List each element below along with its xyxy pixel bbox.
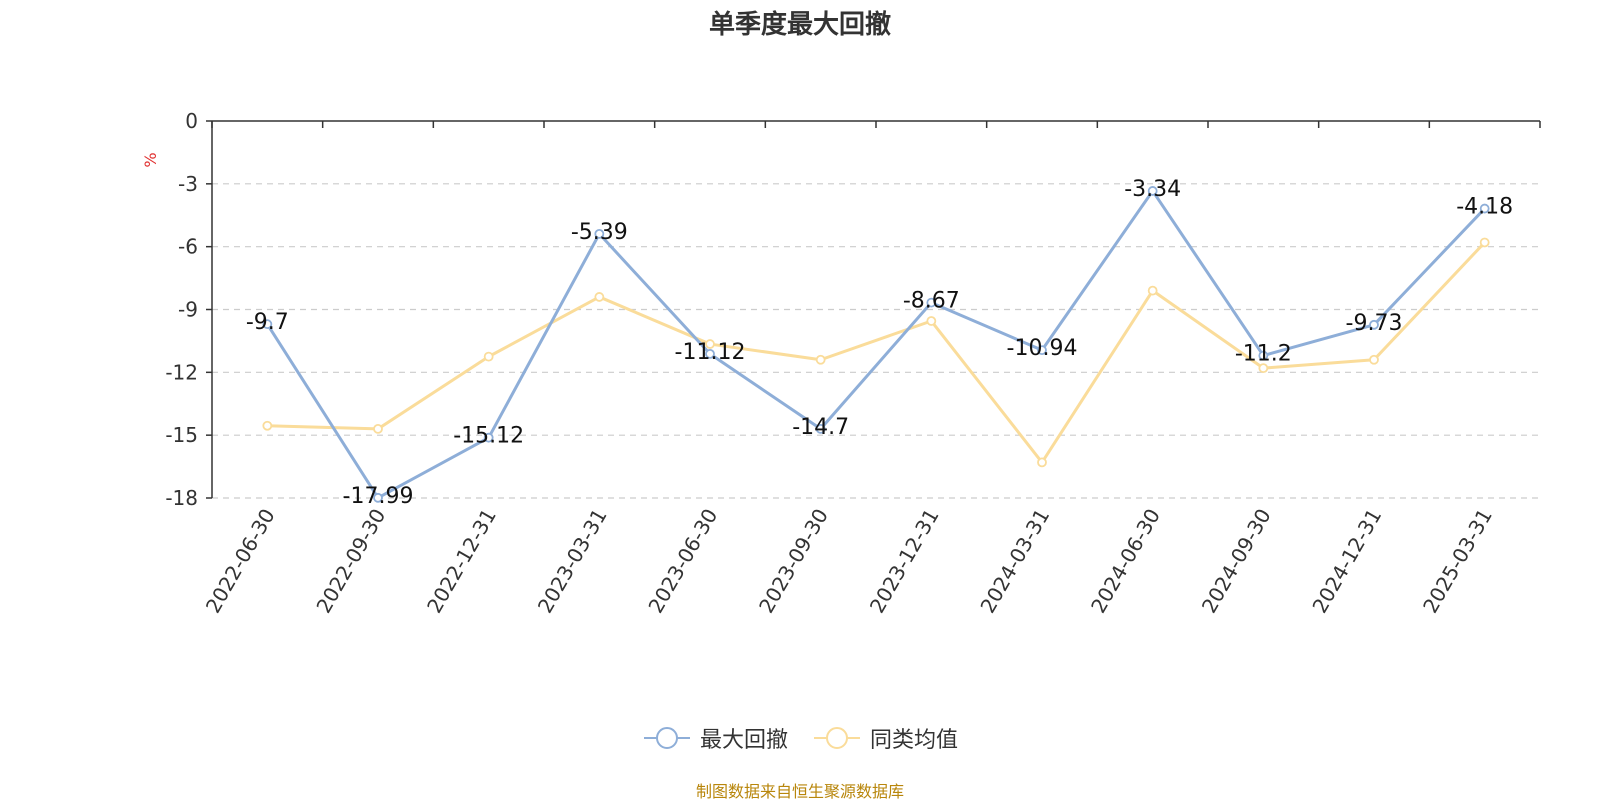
data-point — [705, 349, 715, 359]
legend-swatch — [814, 727, 860, 749]
source-note: 制图数据来自恒生聚源数据库 — [695, 782, 904, 801]
grid-lines — [212, 183, 1540, 499]
data-point — [1147, 186, 1158, 196]
y-tick-label: -6 — [178, 235, 198, 259]
data-point — [1258, 363, 1269, 374]
data-point — [483, 432, 494, 443]
y-axis-unit: % — [141, 152, 160, 167]
x-tick-label: 2023-06-30 — [643, 505, 722, 618]
x-tick-label: 2023-03-31 — [533, 505, 612, 618]
data-label: -5.39 — [571, 220, 628, 245]
data-label: -8.67 — [903, 289, 960, 314]
x-tick-label: 2022-06-30 — [201, 505, 280, 618]
series-line — [266, 189, 1486, 500]
data-point — [926, 316, 937, 326]
x-tick-label: 2022-12-31 — [422, 504, 501, 617]
legend-item[interactable]: 最大回撤 — [642, 722, 788, 754]
legend-swatch — [643, 727, 690, 749]
data-point — [483, 351, 494, 362]
legend-item[interactable]: 同类均值 — [812, 722, 958, 754]
data-point — [1369, 319, 1379, 330]
data-point — [1479, 203, 1490, 214]
data-label: -11.2 — [1235, 342, 1292, 367]
data-label: -17.99 — [343, 484, 414, 509]
data-label: -9.7 — [246, 310, 289, 335]
series-lines — [262, 186, 1490, 503]
data-point — [262, 319, 273, 330]
legend-label: 同类均值 — [870, 728, 959, 753]
data-point — [705, 339, 715, 349]
data-point — [926, 297, 937, 308]
x-tick-label: 2024-09-30 — [1197, 505, 1276, 618]
x-tick-label: 2022-09-30 — [311, 505, 390, 618]
data-label: -11.12 — [675, 340, 746, 365]
x-tick-label: 2023-12-31 — [865, 504, 944, 617]
x-tick-label: 2025-03-31 — [1418, 505, 1497, 618]
data-label: -4.18 — [1456, 195, 1513, 220]
x-tick-label: 2024-12-31 — [1307, 505, 1386, 618]
data-label: -3.34 — [1124, 177, 1181, 202]
data-point — [1037, 345, 1047, 356]
data-label: -14.7 — [792, 415, 849, 440]
data-label: -15.12 — [453, 424, 524, 449]
series-line — [267, 241, 1486, 464]
chart-title: 单季度最大回撤 — [708, 10, 891, 40]
legend-label: 最大回撤 — [699, 728, 788, 753]
data-point — [1258, 350, 1269, 361]
data-label: -9.73 — [1346, 311, 1403, 336]
data-point — [1369, 354, 1379, 365]
data-point — [1037, 457, 1047, 468]
x-tick-label: 2023-09-30 — [754, 505, 833, 618]
y-tick-label: -15 — [165, 423, 198, 447]
x-tick-label: 2024-03-31 — [975, 505, 1054, 618]
data-label: -10.94 — [1007, 336, 1078, 361]
data-point — [373, 423, 383, 434]
y-tick-label: -9 — [178, 298, 198, 322]
y-tick-label: -18 — [165, 486, 198, 510]
legend: 最大回撤 同类均值 — [0, 722, 1600, 754]
data-point — [1147, 285, 1158, 296]
data-point — [815, 354, 826, 365]
data-point — [594, 292, 605, 302]
data-point — [373, 492, 383, 503]
x-tick-label: 2024-06-30 — [1086, 505, 1165, 618]
y-tick-label: -3 — [178, 172, 198, 196]
data-point — [815, 423, 826, 434]
data-point — [262, 420, 273, 431]
y-tick-label: -12 — [165, 360, 198, 384]
data-point — [594, 228, 605, 239]
data-point — [1479, 237, 1490, 248]
data-labels: -9.7 -17.99 -15.12 -5.39 -11.12 -14.7 -8.67 -10… — [246, 177, 1513, 509]
y-tick-label: 0 — [185, 109, 198, 133]
